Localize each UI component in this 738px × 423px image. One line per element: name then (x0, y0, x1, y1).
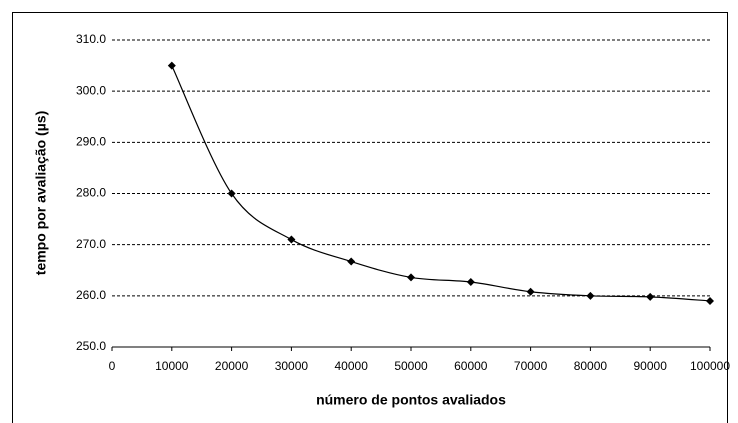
y-tick-label: 270.0 (76, 237, 106, 251)
x-axis-title: número de pontos avaliados (316, 392, 506, 408)
data-point (347, 257, 356, 266)
y-tick-label: 250.0 (76, 339, 106, 353)
series-line (171, 65, 711, 302)
data-point (407, 273, 415, 282)
y-tick-label: 310.0 (76, 32, 106, 46)
x-tick-label: 70000 (514, 359, 548, 373)
chart-frame (12, 12, 728, 423)
y-tick-label: 260.0 (76, 288, 106, 302)
data-point (227, 189, 236, 198)
x-tick-label: 90000 (634, 359, 668, 373)
y-tick-label: 290.0 (76, 135, 106, 149)
data-point (466, 278, 475, 287)
x-tick-label: 40000 (335, 359, 369, 373)
x-tick-label: 0 (109, 359, 116, 373)
data-point (167, 61, 176, 70)
x-tick-label: 50000 (394, 359, 428, 373)
y-tick-label: 300.0 (76, 83, 106, 97)
data-point (586, 291, 595, 300)
data-point (646, 292, 655, 301)
x-tick-label: 80000 (574, 359, 608, 373)
x-tick-label: 30000 (275, 359, 309, 373)
x-tick-label: 10000 (155, 359, 189, 373)
data-point (526, 287, 535, 296)
y-tick-label: 280.0 (76, 186, 106, 200)
x-tick-label: 100000 (690, 359, 730, 373)
data-point (706, 296, 714, 305)
x-tick-label: 60000 (454, 359, 488, 373)
y-axis-title: tempo por avaliação (µs) (33, 111, 49, 275)
data-point (287, 235, 296, 244)
x-tick-label: 20000 (215, 359, 249, 373)
